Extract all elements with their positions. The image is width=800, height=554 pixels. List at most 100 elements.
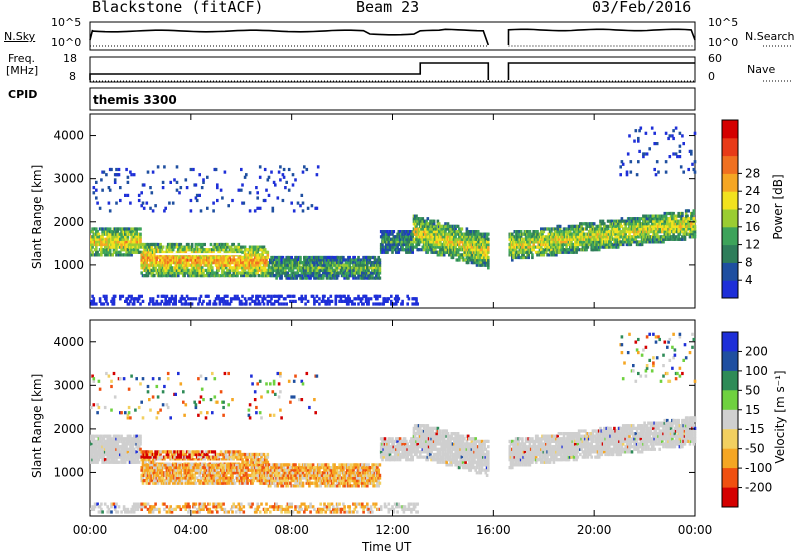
power-panel-cell: [208, 248, 212, 252]
power-panel-cell: [139, 232, 142, 236]
power-panel-cell: [332, 268, 335, 272]
power-panel-cell: [382, 235, 385, 239]
power-panel-cell: [173, 245, 176, 249]
power-panel-cell: [430, 219, 433, 223]
velocity-panel-cell: [127, 387, 131, 391]
power-panel-cell: [261, 297, 264, 301]
power-panel-cell: [361, 261, 364, 265]
power-panel-cell: [645, 152, 649, 156]
power-panel-cell: [173, 178, 176, 182]
power-panel-cell: [101, 235, 104, 239]
power-panel-cell: [300, 193, 304, 197]
power-panel-cell: [291, 299, 295, 303]
power-panel-cell: [560, 232, 563, 236]
power-panel-cell: [379, 245, 383, 249]
power-panel-cell: [337, 274, 340, 278]
power-panel-cell: [105, 245, 108, 249]
power-panel-cell: [188, 271, 191, 275]
power-panel-cell: [408, 230, 412, 234]
power-panel-cell: [427, 245, 431, 249]
power-panel-cell: [198, 250, 201, 254]
power-panel-cell: [512, 253, 515, 257]
power-panel-cell: [154, 204, 157, 208]
power-panel-cell: [362, 274, 365, 278]
power-panel-cell: [585, 242, 588, 247]
power-panel-cell: [672, 136, 675, 141]
power-panel-cell: [364, 299, 368, 303]
power-panel-cell: [479, 240, 483, 244]
power-panel-cell: [226, 299, 229, 303]
power-panel-cell: [182, 250, 185, 254]
power-panel-cell: [487, 255, 490, 260]
power-panel-cell: [142, 242, 146, 247]
power-panel-cell: [217, 294, 220, 298]
power-panel-cell: [287, 255, 291, 260]
power-panel-cell: [311, 274, 315, 278]
power-panel-cell: [444, 230, 447, 234]
power-panel-cell: [519, 230, 523, 234]
power-panel-cell: [113, 178, 117, 182]
power-panel-cell: [458, 237, 461, 241]
power-panel-cell: [456, 248, 460, 252]
power-panel-cell: [344, 258, 348, 262]
power-panel-cell: [415, 232, 418, 236]
power-panel-cell: [119, 253, 122, 257]
power-panel-cell: [198, 173, 201, 177]
power-panel-cell: [347, 302, 350, 306]
velocity-panel-cell: [103, 405, 107, 410]
power-panel-cell: [129, 201, 132, 205]
power-panel-cell: [113, 180, 117, 184]
power-panel-cell: [153, 274, 156, 278]
power-panel-cell: [674, 126, 678, 130]
power-panel-cell: [563, 250, 567, 254]
power-panel-cell: [353, 255, 356, 260]
power-panel-cell: [465, 227, 469, 231]
power-panel-cell: [198, 297, 201, 301]
power-panel-cell: [248, 209, 252, 213]
power-panel-cell: [177, 248, 180, 252]
power-panel-cell: [367, 297, 370, 301]
power-panel-cell: [272, 302, 276, 306]
power-panel-cell: [151, 170, 155, 174]
power-panel-cell: [429, 245, 432, 249]
power-panel-cell: [211, 271, 214, 275]
power-panel-cell: [589, 237, 592, 241]
power-panel-cell: [638, 149, 641, 153]
power-panel-cell: [100, 245, 103, 249]
velocity-panel-cell: [141, 416, 145, 420]
power-panel-cell: [368, 266, 372, 270]
power-panel-cell: [164, 206, 167, 210]
power-panel-cell: [130, 227, 133, 231]
power-panel-cell: [228, 250, 232, 254]
power-panel-cell: [422, 230, 426, 234]
power-panel-cell: [434, 230, 437, 234]
power-panel-cell: [401, 248, 404, 252]
power-panel-cell: [107, 235, 111, 239]
power-panel-cell: [163, 294, 166, 298]
power-panel-cell: [184, 178, 188, 182]
power-panel-cell: [318, 297, 321, 301]
power-panel-cell: [369, 261, 373, 265]
power-panel-cell: [203, 258, 206, 262]
power-panel-cell: [411, 235, 414, 239]
power-panel-cell: [487, 248, 490, 252]
power-panel-cell: [432, 242, 436, 247]
power-panel-cell: [408, 250, 412, 254]
power-panel-cell: [330, 299, 334, 303]
power-panel-cell: [542, 253, 546, 257]
power-panel-cell: [236, 274, 239, 278]
power-panel-cell: [216, 198, 219, 203]
power-panel-cell: [432, 250, 436, 254]
power-panel-cell: [105, 237, 108, 241]
power-panel-cell: [487, 245, 490, 249]
power-panel-cell: [654, 173, 658, 177]
power-panel-cell: [487, 240, 490, 244]
power-panel-cell: [354, 276, 358, 280]
power-panel-cell: [193, 261, 196, 265]
power-panel-cell: [340, 266, 344, 270]
power-panel-cell: [214, 263, 218, 267]
power-panel-cell: [634, 129, 638, 133]
power-panel-cell: [218, 299, 222, 303]
power-panel-cell: [139, 302, 142, 306]
velocity-panel-cell: [127, 405, 131, 410]
